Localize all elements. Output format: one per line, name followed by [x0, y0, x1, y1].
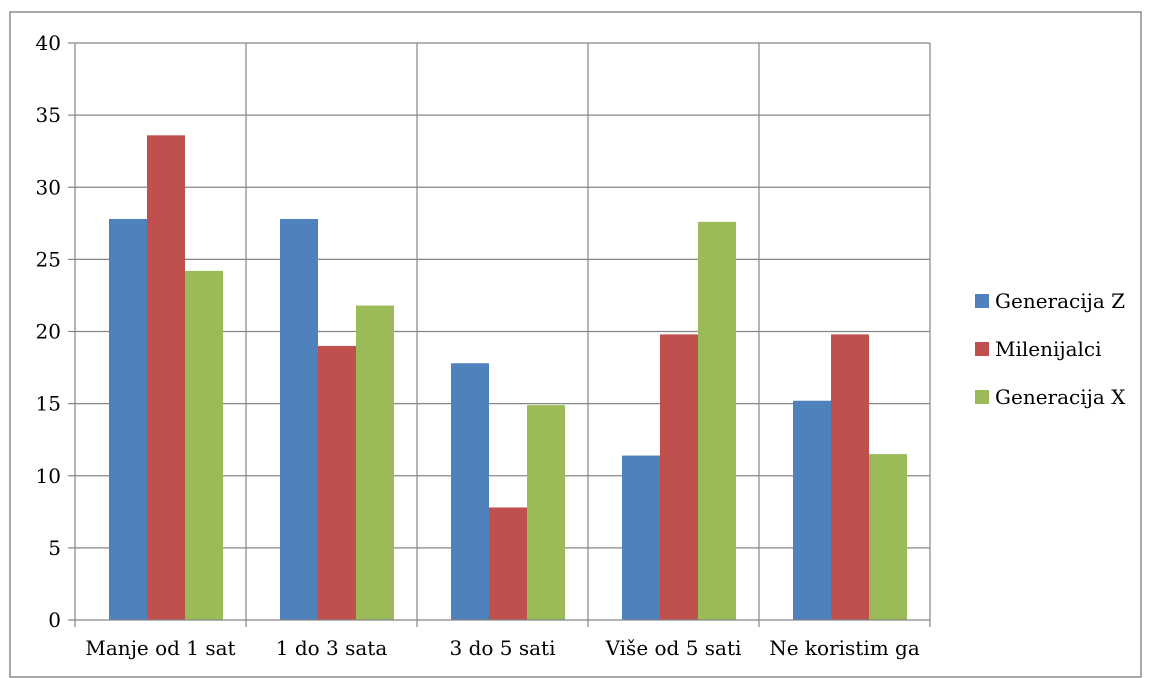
x-category-label: 1 do 3 sata: [276, 636, 388, 660]
y-tick-label: 25: [36, 247, 61, 271]
x-category-labels: Manje od 1 sat 1 do 3 sata 3 do 5 sati Više…: [85, 636, 919, 660]
bar-generacija-z-4: [793, 400, 831, 620]
bar-generacija-x-4: [869, 454, 907, 620]
bar-generacija-z-0: [109, 218, 147, 621]
y-tick-label: 0: [48, 608, 61, 632]
y-tick-label: 15: [36, 392, 61, 416]
legend-swatch: [975, 342, 989, 356]
bar-milenijalci-0: [147, 135, 185, 620]
bar-generacija-x-1: [356, 305, 394, 620]
y-tick-labels: 0 5 10 15 20 25 30 35 40: [36, 31, 61, 632]
bar-milenijalci-2: [489, 507, 527, 620]
legend: Generacija Z Milenijalci Generacija X: [975, 289, 1126, 409]
legend-swatch: [975, 294, 989, 308]
bar-generacija-z-2: [451, 363, 489, 620]
bar-milenijalci-4: [831, 334, 869, 620]
y-tick-label: 10: [36, 464, 61, 488]
bar-generacija-x-3: [698, 221, 736, 620]
bar-generacija-z-1: [280, 218, 318, 621]
x-category-label: 3 do 5 sati: [450, 636, 556, 660]
bar-generacija-x-0: [185, 270, 223, 620]
bars: [109, 135, 907, 621]
legend-swatch: [975, 390, 989, 404]
bar-milenijalci-1: [318, 345, 356, 620]
bar-milenijalci-3: [660, 334, 698, 620]
bar-generacija-z-3: [622, 455, 660, 620]
legend-label: Milenijalci: [995, 337, 1102, 361]
legend-label: Generacija X: [995, 385, 1126, 409]
y-tick-label: 35: [36, 103, 61, 127]
x-category-label: Više od 5 sati: [605, 636, 742, 660]
y-tick-label: 40: [36, 31, 61, 55]
x-category-label: Manje od 1 sat: [85, 636, 235, 660]
y-tick-label: 30: [36, 175, 61, 199]
x-category-label: Ne koristim ga: [769, 636, 920, 660]
legend-label: Generacija Z: [995, 289, 1125, 313]
bar-generacija-x-2: [527, 405, 565, 620]
y-tick-label: 5: [48, 536, 61, 560]
axes: [68, 42, 931, 627]
y-tick-label: 20: [36, 320, 61, 344]
